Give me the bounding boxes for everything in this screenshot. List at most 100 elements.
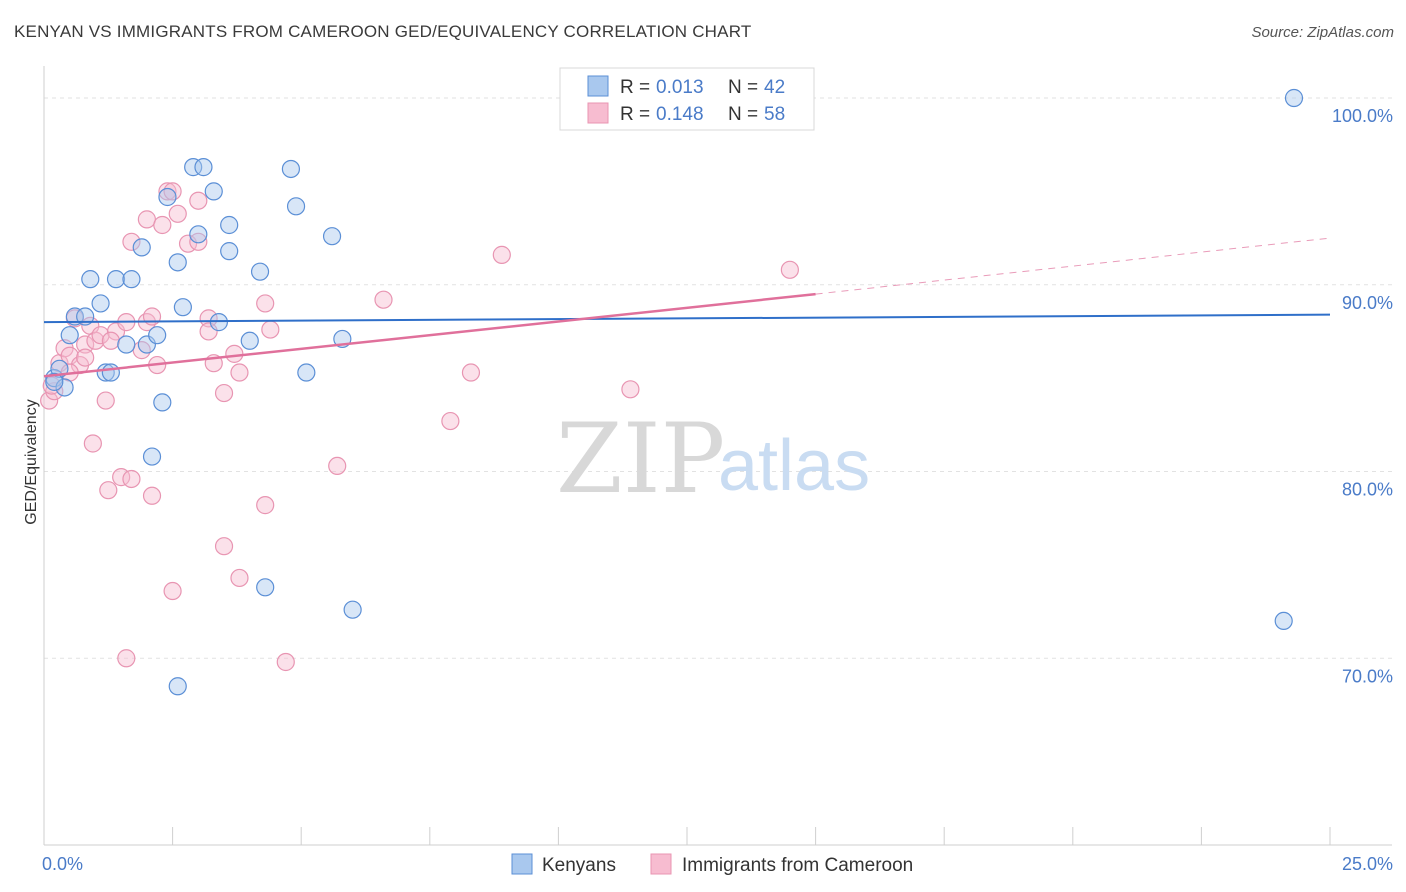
bottom-legend-label-kenyans: Kenyans	[542, 855, 616, 876]
cameroon-point	[99, 481, 118, 500]
kenyan-point	[55, 378, 74, 397]
kenyan-point	[132, 238, 151, 257]
legend-r-label: R =	[620, 77, 650, 98]
kenyan-trend-line	[43, 313, 1331, 324]
cameroon-trend-extension	[815, 237, 1331, 295]
kenyan-point	[168, 253, 187, 272]
kenyan-point	[81, 270, 100, 289]
cameroon-point	[76, 348, 95, 367]
legend-swatch-cameroon	[587, 102, 609, 124]
cameroon-point	[153, 215, 172, 235]
kenyan-point	[1284, 88, 1304, 108]
trend-lines	[43, 237, 1331, 378]
cameroon-point	[117, 649, 136, 668]
cameroon-point	[780, 260, 799, 279]
kenyan-point	[148, 326, 167, 345]
legend-r-value: 0.148	[656, 104, 704, 125]
cameroon-point	[461, 363, 481, 382]
legend-r-value: 0.013	[656, 77, 704, 98]
y-tick-label: 70.0%	[1342, 666, 1393, 686]
cameroon-point	[374, 290, 393, 309]
x-tick-label: 25.0%	[1342, 854, 1393, 874]
kenyan-point	[153, 393, 172, 412]
cameroon-point	[137, 210, 156, 229]
cameroon-point	[189, 232, 208, 251]
kenyan-point	[122, 270, 141, 289]
cameroon-point	[122, 469, 141, 489]
kenyan-point	[65, 307, 84, 326]
cameroon-point	[142, 486, 162, 505]
cameroon-point	[101, 331, 120, 350]
cameroon-point	[621, 380, 640, 399]
data-points	[40, 88, 1304, 696]
cameroon-trend-line	[43, 292, 816, 378]
legend-n-value: 42	[764, 77, 785, 98]
legend-r-label: R =	[620, 104, 650, 125]
kenyan-point	[137, 335, 156, 354]
kenyan-point	[194, 158, 213, 177]
chart-title: KENYAN VS IMMIGRANTS FROM CAMEROON GED/E…	[14, 22, 752, 41]
x-tick-label: 0.0%	[42, 854, 83, 874]
kenyan-point	[117, 335, 136, 354]
cameroon-point	[256, 496, 275, 515]
cameroon-point	[91, 326, 110, 345]
grid-lines	[44, 97, 1392, 659]
axes	[43, 66, 1392, 846]
legend-n-label: N =	[728, 77, 758, 98]
cameroon-point	[163, 182, 182, 201]
chart-source: Source: ZipAtlas.com	[1251, 24, 1394, 41]
cameroon-point	[214, 537, 234, 556]
kenyan-point	[322, 227, 342, 246]
legend-box: R = 0.013 N = 42 R = 0.148 N = 58	[559, 67, 815, 131]
kenyan-point	[220, 242, 239, 261]
bottom-legend: Kenyans Immigrants from Cameroon	[511, 853, 913, 876]
kenyan-point	[60, 326, 79, 345]
cameroon-point	[230, 363, 249, 382]
kenyan-point	[101, 363, 120, 382]
cameroon-point	[168, 204, 187, 223]
bottom-legend-label-cameroon: Immigrants from Cameroon	[682, 855, 913, 876]
kenyan-point	[281, 159, 301, 179]
watermark: ZIP atlas	[556, 403, 870, 515]
legend-n-label: N =	[728, 104, 758, 125]
kenyan-point	[220, 215, 239, 235]
watermark-atlas: atlas	[718, 426, 870, 506]
kenyan-point	[1274, 611, 1293, 631]
kenyan-point	[250, 262, 270, 281]
cameroon-point	[96, 391, 115, 410]
cameroon-point	[214, 383, 234, 403]
cameroon-point	[261, 320, 280, 339]
kenyan-point	[256, 578, 275, 597]
watermark-zip: ZIP	[556, 403, 725, 515]
kenyan-point	[286, 197, 306, 216]
kenyan-point	[240, 331, 259, 350]
y-axis-label: GED/Equivalency	[23, 399, 40, 524]
tick-labels: 70.0% 80.0% 90.0% 100.0% 0.0% 25.0%	[42, 106, 1393, 874]
bottom-legend-swatch-kenyans	[511, 853, 533, 875]
cameroon-point	[276, 652, 295, 672]
cameroon-point	[199, 322, 218, 341]
cameroon-point	[86, 331, 105, 350]
cameroon-point	[40, 391, 59, 410]
cameroon-point	[83, 434, 102, 453]
cameroon-point	[225, 344, 244, 363]
cameroon-point	[492, 245, 511, 264]
legend-swatch-kenyans	[587, 75, 609, 97]
cameroon-point	[328, 456, 347, 476]
kenyan-point	[173, 298, 192, 317]
kenyan-point	[189, 225, 208, 244]
kenyan-point	[142, 447, 162, 466]
cameroon-point	[256, 294, 275, 313]
kenyan-point	[45, 372, 64, 391]
y-tick-label: 90.0%	[1342, 293, 1393, 313]
y-tick-label: 100.0%	[1332, 106, 1393, 126]
cameroon-point	[199, 309, 218, 328]
kenyan-point	[76, 307, 95, 326]
kenyan-point	[168, 677, 187, 696]
kenyan-point	[184, 158, 203, 177]
y-tick-label: 80.0%	[1342, 480, 1393, 500]
cameroon-point	[189, 191, 208, 210]
kenyan-point	[106, 270, 126, 289]
cameroon-point	[441, 411, 460, 431]
